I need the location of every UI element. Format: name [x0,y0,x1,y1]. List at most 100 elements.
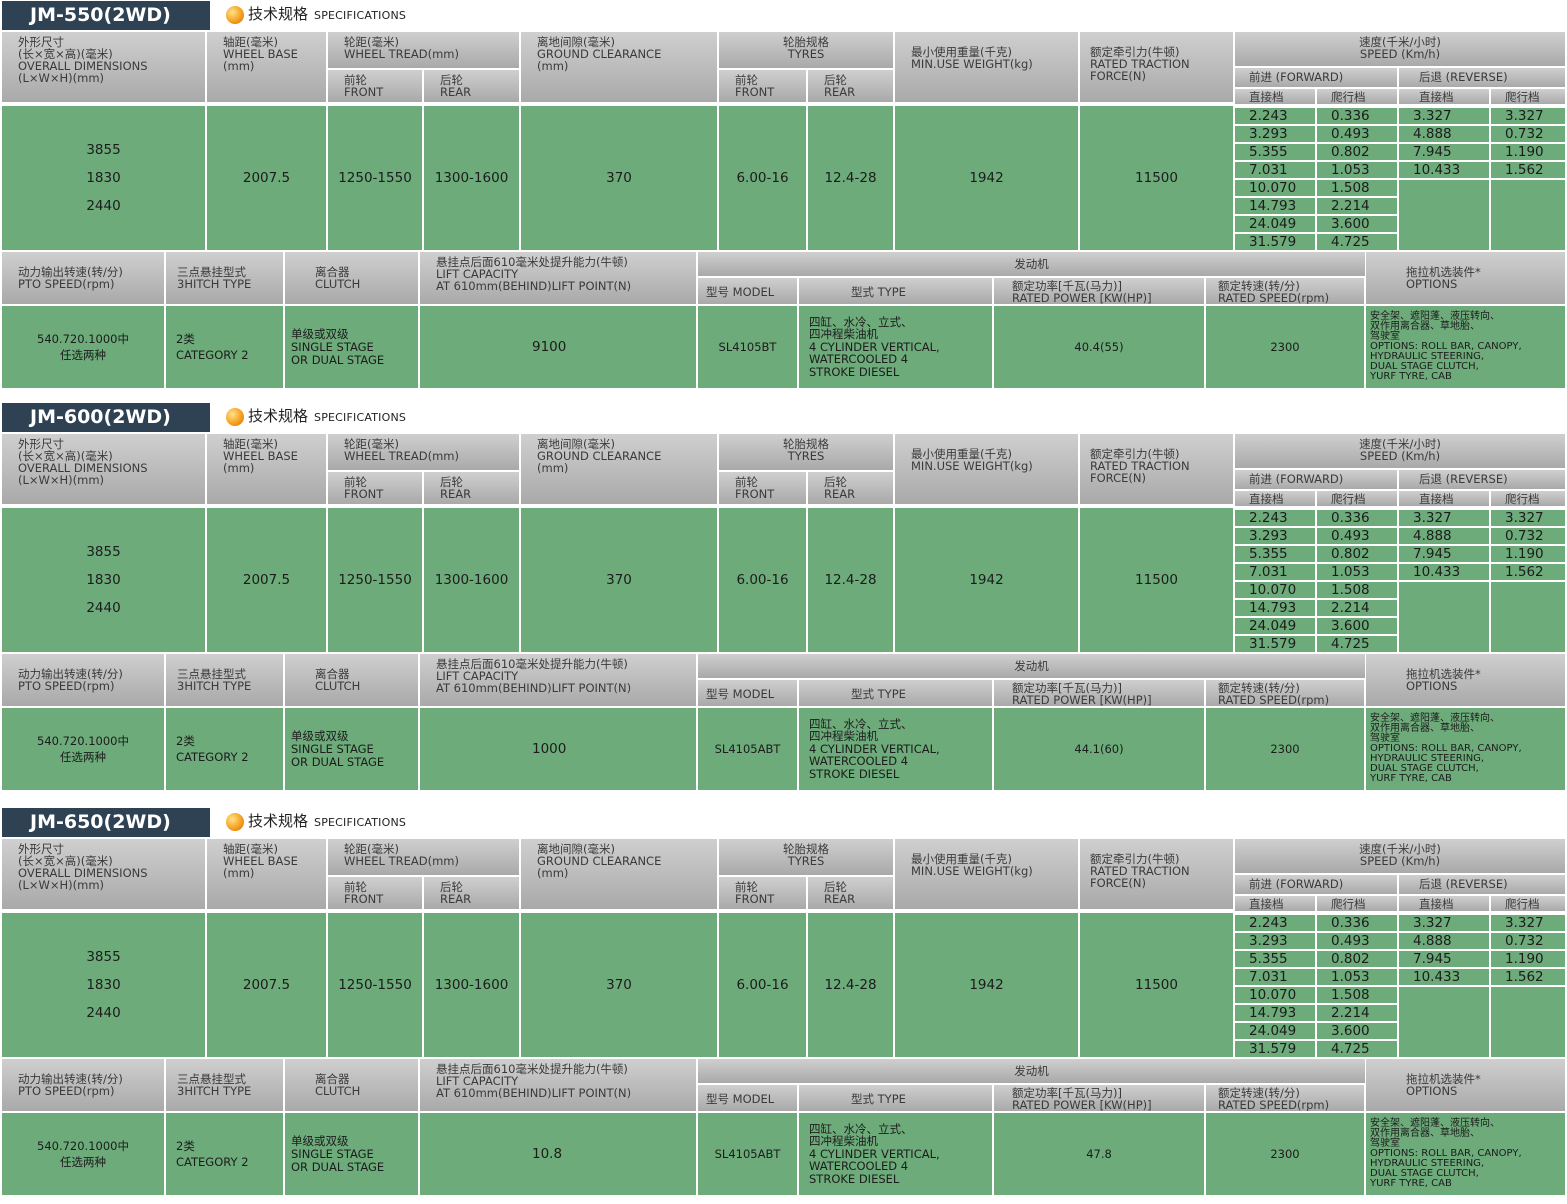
speed-value: 2.243 [1235,510,1315,526]
speed-value: 3.327 [1491,915,1565,931]
dimension-value: 2440 [86,1005,121,1021]
bullet-icon [226,6,244,24]
header-tyre-front: 前轮 FRONT [719,70,806,102]
pto-speed-value: 540.720.1000中 任选两种 [2,708,164,790]
dimension-value: 1830 [86,170,121,186]
rated-power-value: 44.1(60) [994,708,1204,790]
wheelbase-value: 2007.5 [207,106,326,250]
tyre-rear-value: 12.4-28 [808,913,893,1057]
spec-title-cn: 技术规格 [248,5,309,23]
header-speed: 速度(千米/小时) SPEED (Km/h) [1235,434,1565,468]
header-min-weight: 最小使用重量(千克) MIN.USE WEIGHT(kg) [895,839,1078,909]
speed-value: 1.053 [1317,162,1397,178]
speed-value: 0.732 [1491,933,1565,949]
speed-value: 31.579 [1235,234,1315,250]
header-rated-speed: 额定转速(转/分) RATED SPEED(rpm) [1206,680,1364,706]
wheelbase-value: 2007.5 [207,913,326,1057]
header-lift-capacity: 悬挂点后面610毫米处提升能力(牛顿) LIFT CAPACITY AT 610… [420,252,696,304]
speed-value: 3.327 [1491,510,1565,526]
speed-value: 7.945 [1399,951,1489,967]
header-rev-direct: 直接档 [1399,89,1489,104]
header-reverse: 后退 (REVERSE) [1399,68,1565,87]
pto-speed-value: 540.720.1000中 任选两种 [2,1113,164,1195]
speed-value: 2.214 [1317,1005,1397,1021]
header-traction: 额定牵引力(牛顿) RATED TRACTION FORCE(N) [1080,32,1233,102]
header-ground-clearance: 离地间隙(毫米) GROUND CLEARANCE (mm) [521,839,717,909]
speed-value: 4.888 [1399,933,1489,949]
lift-capacity-value: 9100 [420,306,696,388]
traction-value: 11500 [1080,508,1233,652]
tread-front-value: 1250-1550 [328,508,422,652]
speed-value: 4.725 [1317,636,1397,652]
speed-value: 3.600 [1317,1023,1397,1039]
dimension-value: 3855 [86,949,121,965]
header-traction: 额定牵引力(牛顿) RATED TRACTION FORCE(N) [1080,434,1233,504]
header-rated-power: 额定功率[千瓦(马力)] RATED POWER [KW(HP)] [994,278,1204,304]
spec-block: JM-650(2WD) 技术规格 SPECIFICATIONS 外形尺寸 (长×宽×高… [0,807,1567,1204]
speed-value: 1.053 [1317,564,1397,580]
header-tyre-rear: 后轮 REAR [808,70,893,102]
speed-value: 0.802 [1317,951,1397,967]
speed-empty-cell [1399,582,1489,652]
ground-clearance-value: 370 [521,508,717,652]
min-weight-value: 1942 [895,508,1078,652]
speed-value: 10.433 [1399,162,1489,178]
options-value: 安全架、遮阳蓬、液压转向、 双作用离合器、草地胎、 驾驶室 OPTIONS: R… [1366,1113,1565,1195]
header-engine: 发动机 [698,654,1365,678]
tread-rear-value: 1300-1600 [424,106,519,250]
speed-value: 2.243 [1235,915,1315,931]
speed-value: 7.031 [1235,564,1315,580]
speed-value: 2.214 [1317,198,1397,214]
header-lift-capacity: 悬挂点后面610毫米处提升能力(牛顿) LIFT CAPACITY AT 610… [420,654,696,706]
speed-value: 3.293 [1235,933,1315,949]
header-speed: 速度(千米/小时) SPEED (Km/h) [1235,32,1565,66]
dimensions-values: 3855 1830 2440 [2,106,205,250]
tread-front-value: 1250-1550 [328,106,422,250]
speed-value: 7.945 [1399,546,1489,562]
speed-value: 7.031 [1235,162,1315,178]
tread-rear-value: 1300-1600 [424,508,519,652]
speed-value: 4.888 [1399,126,1489,142]
speed-empty-cell [1491,180,1565,250]
header-engine-model: 型号 MODEL [698,680,797,706]
hitch-type-value: 2类 CATEGORY 2 [166,1113,283,1195]
traction-value: 11500 [1080,913,1233,1057]
header-wheel-tread: 轮距(毫米) WHEEL TREAD(mm) [328,434,519,470]
header-hitch-type: 三点悬挂型式 3HITCH TYPE [166,1059,283,1111]
pto-speed-value: 540.720.1000中 任选两种 [2,306,164,388]
header-min-weight: 最小使用重量(千克) MIN.USE WEIGHT(kg) [895,32,1078,102]
speed-value: 5.355 [1235,144,1315,160]
header-rated-power: 额定功率[千瓦(马力)] RATED POWER [KW(HP)] [994,1085,1204,1111]
dimension-value: 3855 [86,544,121,560]
header-engine: 发动机 [698,252,1365,276]
header-options: 拖拉机选装件* OPTIONS [1366,654,1565,706]
header-rated-speed: 额定转速(转/分) RATED SPEED(rpm) [1206,1085,1364,1111]
speed-value: 1.508 [1317,987,1397,1003]
speed-value: 2.243 [1235,108,1315,124]
speed-value: 1.562 [1491,162,1565,178]
spec-title-en: SPECIFICATIONS [314,411,407,424]
bullet-icon [226,813,244,831]
dimension-value: 3855 [86,142,121,158]
dimension-value: 2440 [86,198,121,214]
header-hitch-type: 三点悬挂型式 3HITCH TYPE [166,252,283,304]
speed-value: 1.190 [1491,144,1565,160]
header-fwd-crawl: 爬行档 [1317,896,1397,911]
header-tread-front: 前轮 FRONT [328,877,422,909]
speed-value: 1.053 [1317,969,1397,985]
speed-value: 0.336 [1317,915,1397,931]
header-forward: 前进 (FORWARD) [1235,875,1397,894]
header-clutch: 离合器 CLUTCH [285,252,418,304]
speed-value: 31.579 [1235,1041,1315,1057]
options-value: 安全架、遮阳蓬、液压转向、 双作用离合器、草地胎、 驾驶室 OPTIONS: R… [1366,708,1565,790]
clutch-value: 单级或双级 SINGLE STAGE OR DUAL STAGE [285,708,418,790]
header-wheel-tread: 轮距(毫米) WHEEL TREAD(mm) [328,32,519,68]
header-ground-clearance: 离地间隙(毫米) GROUND CLEARANCE (mm) [521,434,717,504]
tyre-front-value: 6.00-16 [719,913,806,1057]
speed-value: 3.600 [1317,216,1397,232]
speed-empty-cell [1399,987,1489,1057]
tyre-rear-value: 12.4-28 [808,508,893,652]
header-rev-crawl: 爬行档 [1491,89,1565,104]
header-pto-speed: 动力输出转速(转/分) PTO SPEED(rpm) [2,252,164,304]
header-clutch: 离合器 CLUTCH [285,654,418,706]
